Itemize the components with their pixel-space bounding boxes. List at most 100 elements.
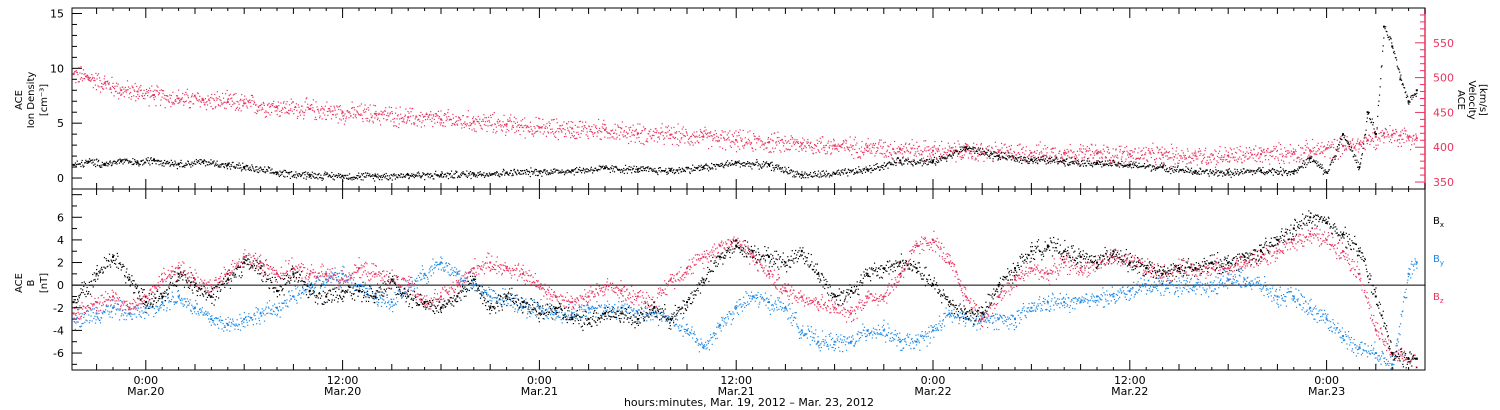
velocity-sample: [637, 123, 639, 125]
velocity-sample: [647, 141, 649, 143]
density-sample: [314, 173, 316, 175]
velocity-sample: [1324, 156, 1326, 158]
velocity-sample: [443, 114, 445, 116]
velocity-point: [472, 120, 475, 123]
density-sample: [1341, 134, 1343, 137]
velocity-sample: [340, 119, 342, 121]
density-sample: [823, 174, 825, 177]
velocity-sample: [636, 137, 638, 139]
density-sample: [1106, 163, 1108, 166]
density-sample: [1340, 138, 1342, 140]
velocity-sample: [596, 135, 598, 137]
density-sample: [825, 170, 828, 172]
velocity-sample: [153, 97, 155, 99]
velocity-sample: [1367, 139, 1369, 142]
velocity-sample: [784, 135, 786, 137]
density-sample: [269, 172, 271, 174]
density-sample: [447, 172, 449, 174]
density-sample: [701, 166, 703, 169]
velocity-sample: [924, 140, 927, 142]
velocity-sample: [757, 137, 759, 140]
velocity-sample: [220, 102, 223, 104]
velocity-sample: [185, 91, 187, 93]
velocity-sample: [973, 150, 975, 152]
density-sample: [321, 179, 323, 182]
velocity-sample: [281, 111, 283, 114]
density-sample: [920, 160, 922, 162]
density-sample: [215, 164, 218, 166]
velocity-sample: [487, 125, 489, 127]
density-sample: [289, 171, 291, 174]
velocity-sample: [1165, 155, 1167, 157]
velocity-sample: [317, 108, 319, 110]
velocity-sample: [967, 157, 970, 159]
density-sample: [662, 170, 664, 172]
density-sample: [488, 175, 490, 177]
velocity-sample: [619, 138, 621, 140]
velocity-sample: [736, 135, 738, 137]
velocity-sample: [582, 130, 584, 132]
velocity-sample: [1157, 151, 1160, 153]
density-sample: [266, 169, 268, 171]
velocity-sample: [182, 92, 184, 95]
velocity-sample: [340, 109, 342, 111]
velocity-sample: [1258, 147, 1260, 149]
velocity-sample: [671, 133, 673, 135]
velocity-sample: [786, 142, 788, 144]
density-sample: [1024, 159, 1026, 161]
density-sample: [1259, 170, 1262, 172]
density-sample: [1411, 94, 1414, 96]
density-sample: [1107, 164, 1110, 167]
density-sample: [533, 172, 535, 174]
velocity-sample: [1280, 148, 1282, 150]
velocity-sample: [1347, 140, 1349, 142]
velocity-sample: [919, 159, 922, 161]
density-sample: [692, 169, 694, 171]
velocity-sample: [249, 101, 252, 104]
velocity-sample: [111, 76, 113, 79]
velocity-sample: [1269, 154, 1271, 157]
velocity-sample: [762, 143, 764, 145]
velocity-sample: [123, 96, 125, 98]
density-sample: [670, 170, 672, 173]
density-sample: [354, 177, 356, 179]
velocity-sample: [1363, 147, 1365, 150]
velocity-sample: [949, 150, 951, 152]
velocity-sample: [663, 138, 665, 140]
density-sample: [373, 175, 375, 177]
density-sample: [120, 161, 122, 163]
velocity-sample: [519, 124, 522, 127]
velocity-sample: [572, 121, 574, 123]
velocity-sample: [990, 154, 992, 157]
density-sample: [867, 170, 869, 172]
density-sample: [169, 165, 171, 167]
density-sample: [1222, 175, 1224, 177]
density-sample: [671, 167, 673, 169]
velocity-sample: [1094, 151, 1096, 153]
velocity-sample: [1196, 164, 1198, 166]
velocity-sample: [1411, 140, 1413, 142]
velocity-sample: [1058, 152, 1060, 155]
density-sample: [311, 171, 313, 173]
velocity-sample: [503, 114, 505, 117]
velocity-sample: [232, 94, 234, 96]
density-sample: [295, 171, 297, 173]
velocity-sample: [769, 150, 771, 153]
velocity-sample: [85, 75, 87, 77]
velocity-sample: [351, 107, 353, 109]
velocity-sample: [1044, 144, 1046, 147]
density-sample: [1027, 157, 1030, 160]
velocity-sample: [477, 115, 479, 118]
density-sample: [568, 171, 570, 173]
velocity-sample: [1127, 152, 1129, 154]
velocity-sample: [947, 149, 949, 151]
velocity-sample: [1188, 155, 1191, 157]
velocity-sample: [419, 120, 421, 122]
velocity-sample: [693, 131, 695, 133]
density-sample: [371, 175, 373, 177]
density-sample: [224, 163, 226, 165]
velocity-sample: [871, 152, 873, 154]
velocity-sample: [915, 155, 917, 157]
density-sample: [138, 165, 140, 167]
velocity-sample: [986, 146, 989, 148]
